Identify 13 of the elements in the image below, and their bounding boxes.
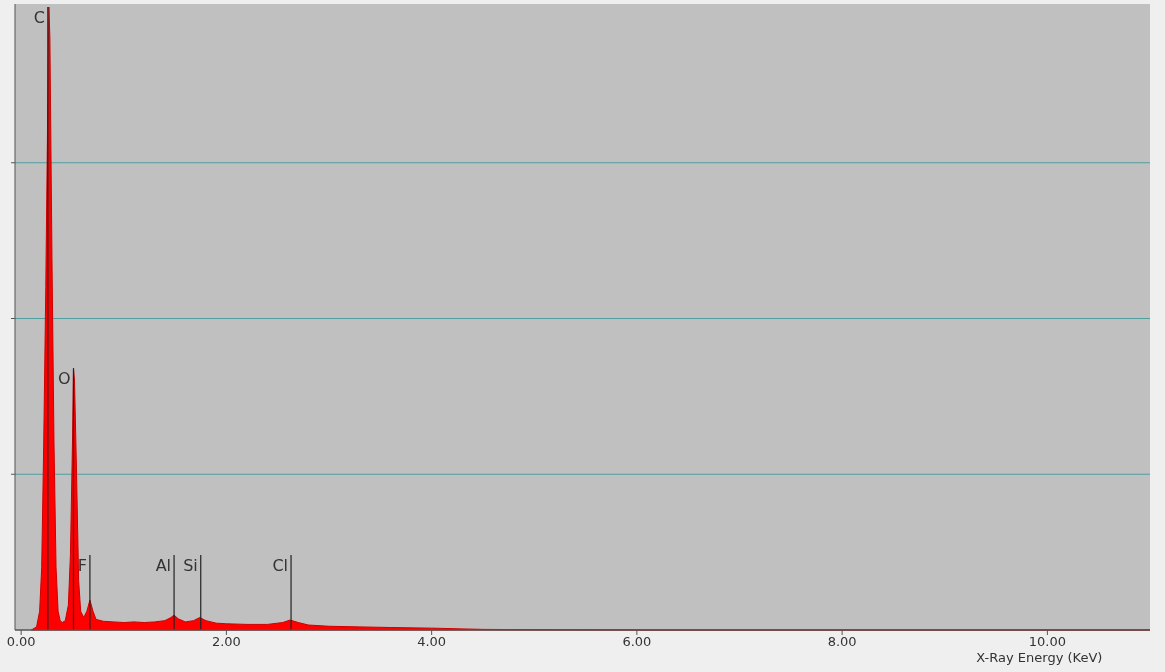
ref-line-label: C: [33, 8, 45, 27]
ref-line-label: F: [77, 556, 87, 575]
x-tick-label: 4.00: [417, 634, 447, 649]
x-tick-label: 2.00: [211, 634, 241, 649]
x-tick-label: 0.00: [6, 634, 36, 649]
ref-line-label: Al: [155, 556, 172, 575]
ref-line-label: O: [57, 369, 71, 389]
x-tick-label: 8.00: [827, 634, 857, 649]
ref-line-label: Cl: [272, 556, 289, 575]
x-tick-label: 10.00: [1028, 634, 1066, 649]
ref-line-label: Si: [183, 556, 198, 575]
x-tick-label: 6.00: [622, 634, 652, 649]
x-axis-title: X-Ray Energy (KeV): [976, 650, 1103, 665]
